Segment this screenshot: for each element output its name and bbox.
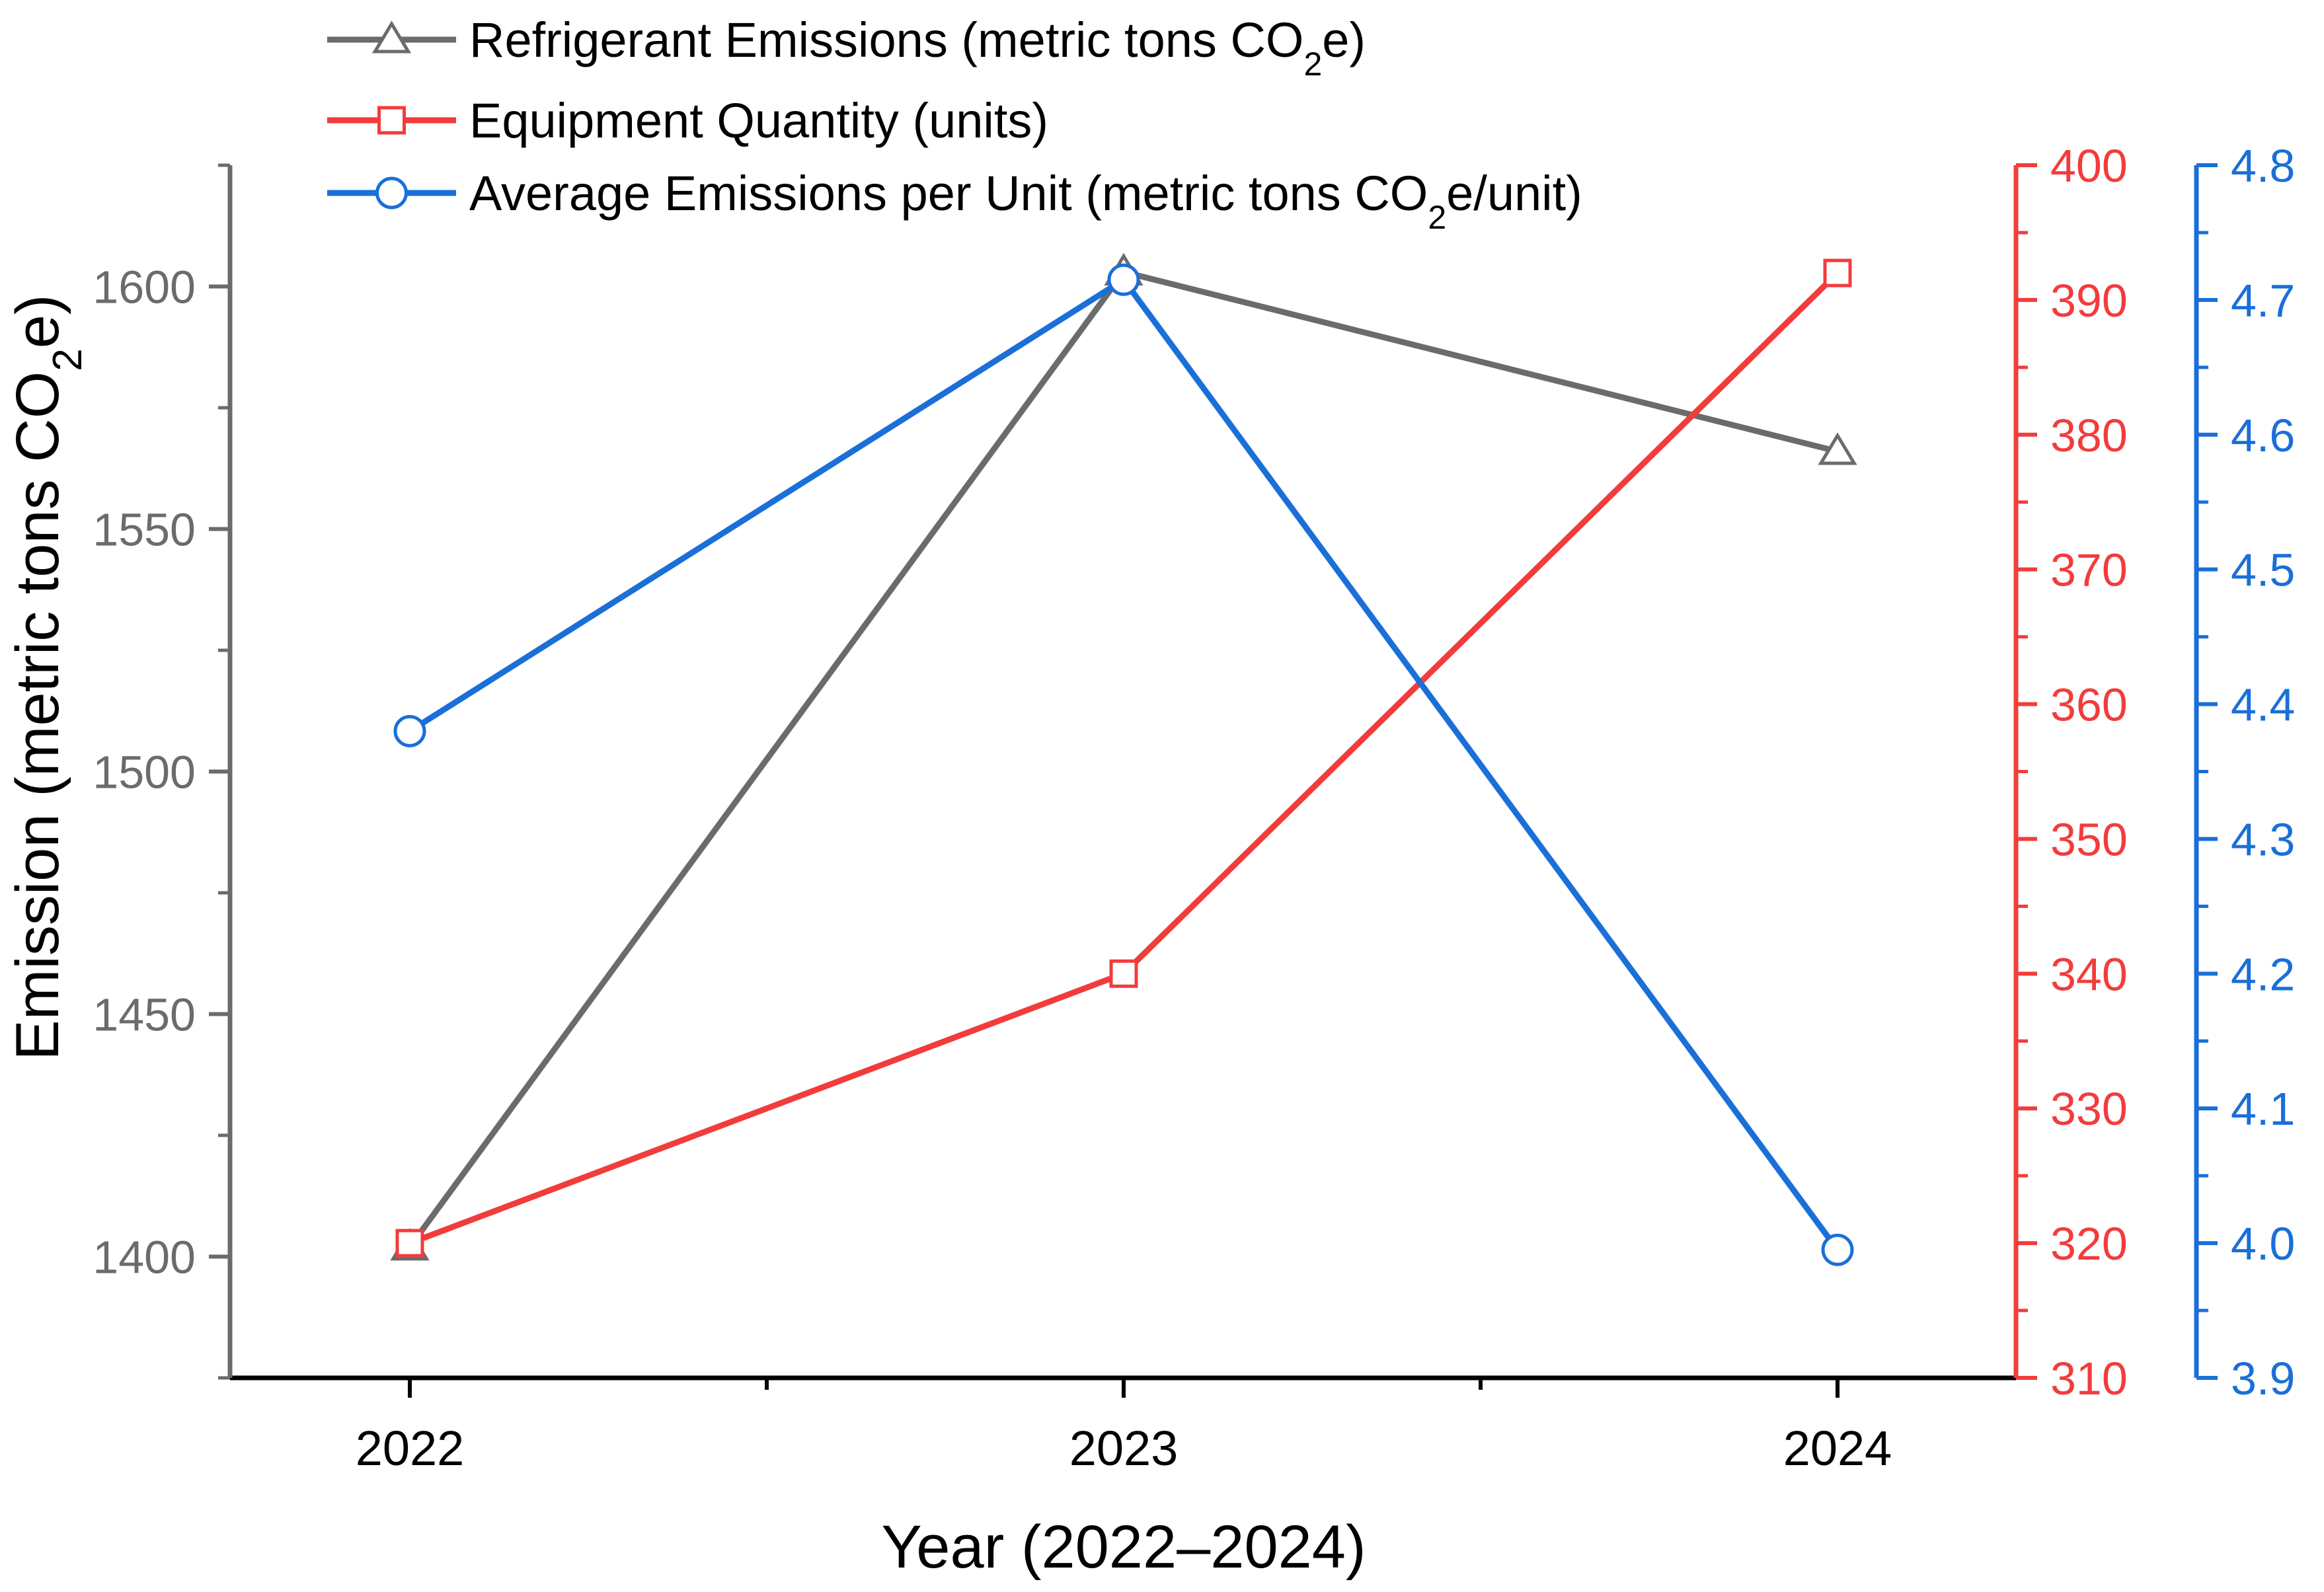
left-y-axis-tick-label: 1500 <box>93 747 196 798</box>
right-y-axis-average-tick-label: 4.2 <box>2231 948 2295 1000</box>
series-circle <box>393 263 1854 1266</box>
data-point-circle <box>1821 1233 1854 1266</box>
left-y-axis-tick-label: 1450 <box>93 989 196 1041</box>
right-y-axis-quantity-tick-label: 380 <box>2050 410 2128 461</box>
x-tick-label: 2022 <box>356 1421 465 1476</box>
x-tick-label: 2023 <box>1069 1421 1179 1476</box>
series-square <box>395 258 1852 1258</box>
legend-label: Equipment Quantity (units) <box>469 93 1048 148</box>
legend-label: Refrigerant Emissions (metric tons CO2e) <box>469 13 1366 83</box>
legend: Refrigerant Emissions (metric tons CO2e)… <box>327 13 1582 236</box>
right-y-axis-average-tick-label: 4.3 <box>2231 814 2295 865</box>
x-axis-label: Year (2022–2024) <box>881 1513 1366 1581</box>
right-y-axis-average-tick-label: 4.5 <box>2231 545 2295 596</box>
right-y-axis-average-tick-label: 3.9 <box>2231 1353 2295 1404</box>
right-y-axis-average-tick-label: 4.1 <box>2231 1083 2295 1135</box>
right-y-axis-quantity-tick-label: 400 <box>2050 140 2128 192</box>
right-y-axis-average-tick-label: 4.6 <box>2231 410 2295 461</box>
right-y-axis-quantity-tick-label: 370 <box>2050 545 2128 596</box>
left-y-axis-tick-label: 1400 <box>93 1232 196 1283</box>
left-y-axis-tick-label: 1550 <box>93 504 196 556</box>
legend-marker-triangle <box>371 20 412 54</box>
legend-label: Average Emissions per Unit (metric tons … <box>469 166 1582 236</box>
right-y-axis-quantity-tick-label: 350 <box>2050 814 2128 865</box>
right-y-axis-average-tick-label: 4.8 <box>2231 140 2295 192</box>
left-y-axis-tick-label: 1600 <box>93 262 196 313</box>
data-point-circle <box>1107 263 1140 296</box>
series-layer <box>390 252 1857 1266</box>
data-point-triangle <box>1818 432 1857 465</box>
y-axis-label-subscript: 2 <box>45 348 91 371</box>
data-point-square <box>1109 959 1138 988</box>
y-axis-label-main: Emission (metric tons CO <box>4 371 71 1061</box>
right-y-axis-quantity-tick-label: 360 <box>2050 679 2128 731</box>
legend-item: Equipment Quantity (units) <box>327 93 1048 148</box>
legend-item: Refrigerant Emissions (metric tons CO2e) <box>327 13 1366 83</box>
data-point-square <box>395 1229 424 1258</box>
right-y-axis-quantity-tick-label: 310 <box>2050 1353 2128 1404</box>
y-axis-label-tail: e) <box>4 294 71 348</box>
data-point-circle <box>393 714 426 747</box>
legend-item: Average Emissions per Unit (metric tons … <box>327 166 1582 236</box>
right-y-axis-average-tick-label: 4.4 <box>2231 679 2295 731</box>
data-point-square <box>1823 258 1852 287</box>
axes-layer: 2022 2023 2024 1400 1450 1500 1550 1600 310 320 33… <box>93 140 2295 1476</box>
right-y-axis-quantity-tick-label: 340 <box>2050 948 2128 1000</box>
right-y-axis-quantity-tick-label: 390 <box>2050 275 2128 326</box>
right-y-axis-average-tick-label: 4.0 <box>2231 1218 2295 1270</box>
legend-marker-square <box>377 106 406 135</box>
legend-marker-circle <box>375 176 408 209</box>
y-axis-label: Emission (metric tons CO2e) <box>4 294 91 1060</box>
right-y-axis-average-tick-label: 4.7 <box>2231 275 2295 326</box>
right-y-axis-quantity-tick-label: 330 <box>2050 1083 2128 1135</box>
x-tick-label: 2024 <box>1783 1421 1892 1476</box>
right-y-axis-quantity-tick-label: 320 <box>2050 1218 2128 1270</box>
